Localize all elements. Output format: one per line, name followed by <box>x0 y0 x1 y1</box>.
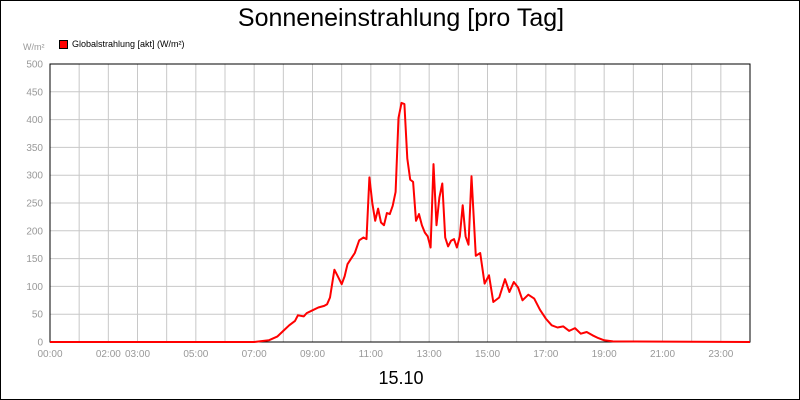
x-tick-label: 11:00 <box>359 349 384 360</box>
x-tick-label: 13:00 <box>417 349 442 360</box>
y-tick-label: 150 <box>26 254 43 265</box>
x-tick-label: 05:00 <box>183 349 208 360</box>
y-tick-label: 400 <box>26 115 43 126</box>
y-tick-label: 200 <box>26 226 43 237</box>
x-tick-label: 03:00 <box>125 349 150 360</box>
x-tick-label: 23:00 <box>708 349 733 360</box>
y-tick-label: 100 <box>26 282 43 293</box>
x-tick-label: 09:00 <box>300 349 325 360</box>
x-tick-label: 21:00 <box>650 349 675 360</box>
x-tick-label: 19:00 <box>592 349 617 360</box>
y-tick-label: 0 <box>37 338 43 349</box>
series-line-globalstrahlung <box>50 101 751 343</box>
x-axis-label-date: 15.10 <box>378 368 424 388</box>
legend-label: Globalstrahlung [akt] (W/m²) <box>72 39 185 49</box>
y-tick-label: 500 <box>26 60 43 71</box>
y-tick-label: 450 <box>26 87 43 98</box>
x-tick-label: 02:00 <box>96 349 121 360</box>
y-axis-unit: W/m² <box>23 42 45 52</box>
x-tick-label: 17:00 <box>533 349 558 360</box>
x-tick-label: 15:00 <box>475 349 500 360</box>
plot-border <box>49 63 751 343</box>
y-tick-label: 250 <box>26 199 43 210</box>
x-tick-label: 00:00 <box>37 349 62 360</box>
legend-swatch <box>59 39 68 49</box>
y-tick-label: 300 <box>26 171 43 182</box>
chart-title: Sonneneinstrahlung [pro Tag] <box>237 4 565 32</box>
y-tick-label: 350 <box>26 143 43 154</box>
chart-legend: Globalstrahlung [akt] (W/m²) <box>59 39 185 49</box>
y-tick-label: 50 <box>32 310 44 321</box>
x-tick-label: 07:00 <box>242 349 267 360</box>
